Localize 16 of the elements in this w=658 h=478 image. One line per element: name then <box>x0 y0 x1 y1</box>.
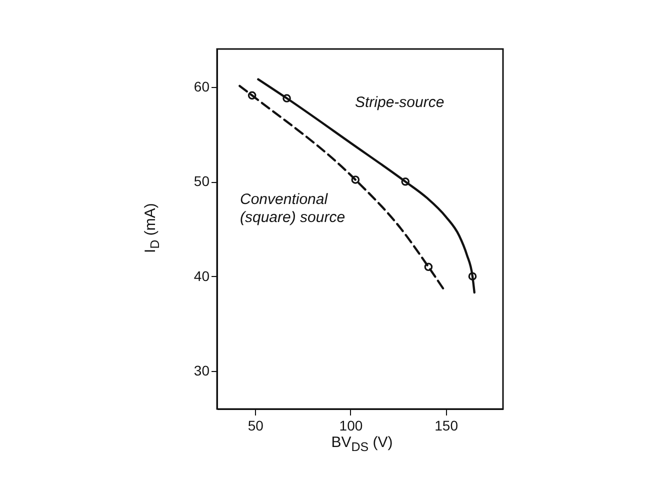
point <box>248 91 256 100</box>
x-tick-label: 150 <box>434 418 458 434</box>
point <box>401 177 410 186</box>
series-label: Stripe-source <box>355 94 444 111</box>
point <box>424 262 433 272</box>
series-label: Conventional (square) source <box>240 191 346 226</box>
point <box>351 176 360 184</box>
x-tick-label: 100 <box>339 418 363 434</box>
point <box>468 272 477 281</box>
x-tick-label: 50 <box>248 418 264 434</box>
y-tick-label: 60 <box>194 78 210 94</box>
point <box>282 94 291 102</box>
y-tick-label: 50 <box>194 173 210 190</box>
x-axis-title: BV$_{DS}$ (V) <box>331 434 393 454</box>
y-tick-label: 40 <box>194 268 210 284</box>
y-tick-label: 30 <box>194 362 210 379</box>
